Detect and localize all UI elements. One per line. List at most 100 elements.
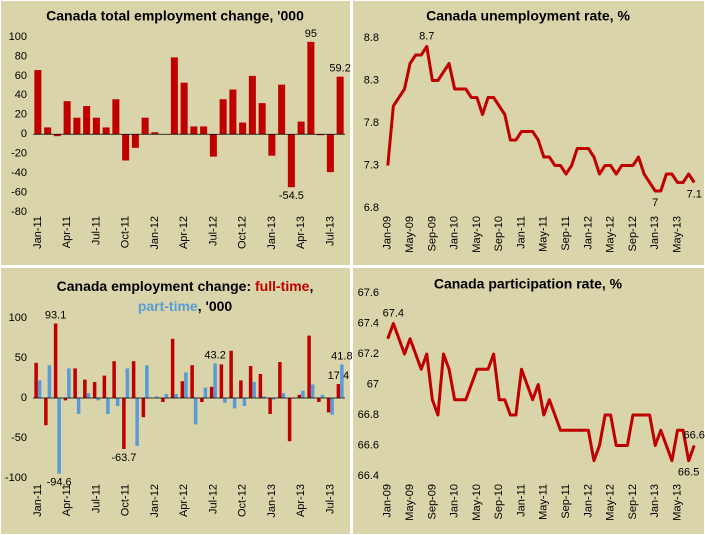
x-tick-label: Jan-12 — [582, 484, 594, 518]
chart-title: Canada employment change: full-time, — [57, 278, 314, 294]
bar — [219, 364, 224, 398]
data-label: 7.1 — [687, 188, 702, 200]
bar — [193, 398, 198, 425]
x-tick-label: Oct-11 — [120, 484, 132, 516]
bar — [268, 134, 276, 156]
bar — [122, 134, 130, 161]
x-tick-label: Jan-13 — [649, 216, 661, 250]
x-tick-label: May-09 — [404, 216, 416, 253]
bar — [330, 398, 334, 415]
bar — [326, 134, 334, 173]
data-label: 66.5 — [678, 467, 699, 479]
bar — [86, 393, 91, 398]
bar — [229, 89, 237, 135]
y-tick-label: -20 — [11, 148, 27, 160]
bar — [151, 132, 159, 135]
bar — [145, 365, 149, 398]
y-tick-label: -40 — [11, 167, 27, 179]
bar — [73, 368, 77, 398]
x-tick-label: Sep-09 — [426, 484, 438, 519]
x-tick-label: Jan-13 — [266, 216, 278, 250]
x-tick-label: Jan-09 — [382, 484, 394, 518]
bar — [164, 394, 169, 398]
bar — [242, 398, 247, 406]
y-tick-label: 67 — [367, 378, 379, 390]
bar — [115, 398, 120, 406]
bar — [258, 374, 263, 398]
data-label: 43.2 — [204, 349, 225, 361]
bar — [76, 398, 81, 414]
y-tick-label: 40 — [15, 89, 27, 101]
data-label: 95 — [305, 28, 317, 40]
x-tick-label: May-10 — [471, 216, 483, 253]
bar — [34, 362, 38, 398]
x-tick-label: May-12 — [605, 484, 617, 521]
x-tick-label: Jan-13 — [266, 484, 278, 518]
y-tick-label: 0 — [21, 392, 27, 404]
bar — [102, 375, 107, 398]
chart-title: part-time, '000 — [138, 298, 233, 314]
bar — [92, 382, 97, 398]
bar — [63, 101, 71, 135]
bar — [112, 99, 120, 135]
bar — [96, 398, 100, 401]
x-tick-label: Jan-11 — [32, 484, 44, 517]
x-tick-label: Apr-11 — [61, 484, 73, 516]
x-tick-label: Jul-13 — [324, 216, 336, 246]
x-tick-label: Apr-13 — [295, 484, 307, 517]
bar — [112, 361, 116, 398]
bar — [34, 70, 42, 135]
bar — [170, 57, 178, 135]
bar — [268, 398, 272, 414]
bar — [229, 350, 233, 398]
x-tick-label: Sep-10 — [493, 216, 505, 251]
y-tick-label: 8.8 — [364, 32, 379, 44]
panel-background — [353, 268, 704, 534]
x-tick-label: May-13 — [671, 216, 683, 253]
x-tick-label: Apr-12 — [178, 216, 190, 249]
bar — [180, 82, 188, 135]
bar — [141, 398, 146, 418]
x-tick-label: Apr-13 — [295, 216, 307, 249]
bar — [67, 368, 71, 398]
bar — [154, 396, 159, 398]
x-tick-label: Apr-12 — [178, 484, 190, 517]
legend-entry: part-time — [138, 298, 198, 314]
bar — [92, 117, 100, 135]
bar — [44, 398, 48, 426]
x-tick-label: Jan-11 — [515, 484, 527, 517]
bar — [287, 398, 292, 442]
bar — [301, 390, 305, 398]
x-tick-label: Jul-12 — [207, 216, 219, 246]
bar — [239, 380, 243, 398]
bar — [73, 117, 81, 135]
legend-entry: full-time — [255, 278, 310, 294]
chart-title: Canada participation rate, % — [434, 276, 623, 292]
data-label: 41.8 — [331, 350, 352, 362]
data-label: 7 — [652, 197, 658, 209]
bar — [131, 134, 139, 148]
x-tick-label: Jan-10 — [449, 484, 461, 518]
bar — [248, 75, 256, 135]
x-tick-label: Sep-09 — [426, 216, 438, 251]
y-tick-label: -50 — [11, 432, 27, 444]
x-tick-label: Sep-12 — [627, 216, 639, 251]
x-tick-label: Oct-12 — [237, 484, 249, 517]
bar — [57, 398, 61, 474]
bar — [310, 384, 315, 398]
data-label: -94.6 — [47, 477, 72, 489]
x-tick-label: May-12 — [605, 216, 617, 253]
x-tick-label: Jul-11 — [90, 216, 102, 245]
y-tick-label: 67.2 — [358, 348, 379, 360]
data-label: 17.4 — [328, 370, 349, 382]
bar — [239, 122, 247, 135]
data-label: -54.5 — [279, 190, 304, 202]
bar — [37, 380, 42, 398]
title-part: , — [309, 278, 313, 294]
bar — [281, 393, 286, 398]
bar — [135, 398, 139, 446]
bar — [271, 398, 276, 400]
bar — [252, 382, 256, 398]
